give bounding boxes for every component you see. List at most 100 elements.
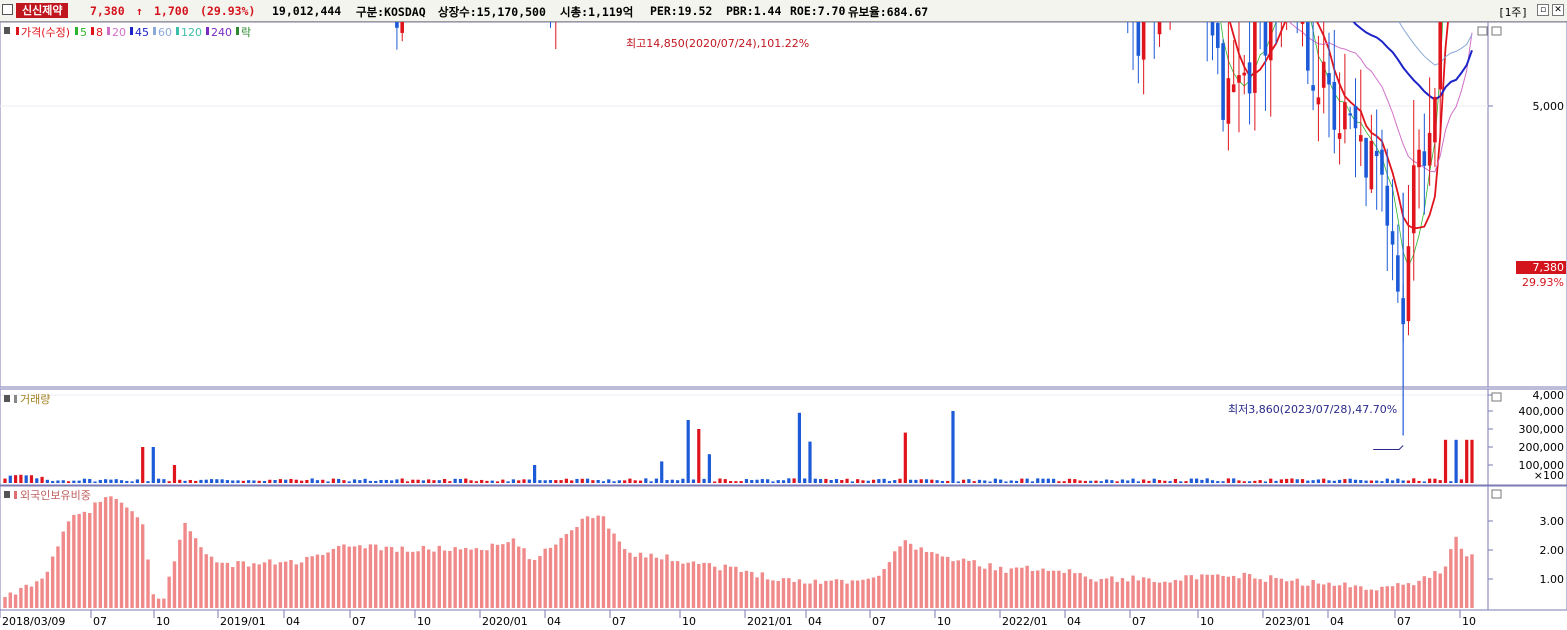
- foreign-holding-bar: [1327, 582, 1331, 608]
- volume-bar: [347, 481, 351, 483]
- volume-bar: [146, 481, 150, 483]
- date-tick-label: 04: [1067, 615, 1081, 628]
- foreign-holding-bar: [1396, 583, 1400, 608]
- candle-body: [1136, 22, 1141, 56]
- foreign-holding-bar: [1470, 554, 1474, 608]
- foreign-holding-bar: [818, 583, 823, 608]
- panel-menu-icon[interactable]: [4, 27, 10, 34]
- volume-bar: [1258, 480, 1262, 483]
- foreign-holding-bar: [1417, 580, 1421, 608]
- volume-bar: [167, 481, 171, 483]
- selection-checkbox[interactable]: [2, 4, 13, 15]
- foreign-holding-bar: [1231, 575, 1236, 608]
- volume-bar: [1115, 481, 1119, 483]
- price-panel[interactable]: 4,0005,0006,0007,0008,0009,00010,00011,0…: [0, 22, 1567, 450]
- foreign-holding-bar: [1438, 573, 1442, 608]
- candle-body: [1263, 22, 1268, 56]
- volume-bar: [273, 479, 277, 483]
- foreign-holding-bar: [697, 564, 701, 608]
- period-selector[interactable]: [1주]: [1498, 6, 1528, 19]
- foreign-holding-axis: 1.00 2.00 3.00: [1488, 515, 1564, 586]
- date-tick-label: 2023/01: [1265, 615, 1311, 628]
- foreign-holding-bar: [289, 559, 293, 608]
- foreign-holding-bar: [548, 547, 553, 608]
- foreign-holding-bar: [442, 550, 447, 608]
- foreign-holding-bar: [336, 545, 341, 608]
- volume-bar: [1406, 480, 1411, 483]
- candle-body: [1427, 132, 1432, 166]
- volume-bar: [1343, 479, 1347, 483]
- volume-tick-label: 300,000: [1519, 423, 1565, 436]
- candle-body: [1385, 185, 1390, 226]
- volume-bar: [903, 432, 907, 483]
- foreign-holding-bar: [617, 541, 622, 608]
- volume-bar: [432, 480, 436, 483]
- foreign-holding-bar: [866, 578, 870, 608]
- volume-bar: [797, 412, 802, 483]
- candle-body: [1210, 22, 1215, 36]
- candle-body: [1438, 22, 1443, 90]
- candle-body: [1253, 22, 1257, 93]
- foreign-holding-bar: [824, 580, 828, 608]
- foreign-holding-bar: [24, 584, 28, 608]
- volume-bar: [437, 480, 441, 483]
- foreign-holding-bar: [1152, 581, 1156, 608]
- foreign-holding-bar: [1030, 571, 1035, 608]
- volume-bar: [1237, 480, 1241, 483]
- volume-bar: [1052, 478, 1056, 483]
- volume-bar: [40, 476, 44, 483]
- volume-bar: [1179, 481, 1183, 483]
- foreign-holding-panel[interactable]: 외국인보유비중 1.00 2.00 3.00: [0, 485, 1567, 611]
- foreign-holding-bar: [755, 577, 759, 608]
- volume-bar: [405, 481, 410, 483]
- panel-close-icon[interactable]: [1491, 392, 1502, 402]
- foreign-holding-bar: [93, 502, 97, 608]
- foreign-holding-bar: [622, 549, 627, 608]
- foreign-holding-bar: [1221, 575, 1225, 608]
- stock-chart[interactable]: 4,0005,0006,0007,0008,0009,00010,00011,0…: [0, 22, 1567, 630]
- volume-bar: [1110, 480, 1114, 483]
- foreign-holding-bar: [321, 555, 325, 608]
- listed-shares: 상장수:15,170,500: [438, 5, 546, 19]
- volume-bar: [893, 480, 897, 483]
- volume-bar: [1327, 480, 1331, 483]
- volume-bar: [633, 480, 637, 483]
- panel-menu-icon[interactable]: [4, 395, 10, 402]
- foreign-holding-bar: [559, 537, 563, 608]
- volume-bar: [538, 480, 542, 483]
- candle-body: [1215, 23, 1220, 48]
- stock-name[interactable]: 신신제약: [16, 3, 69, 18]
- candle-body: [1343, 102, 1347, 130]
- panel-menu-icon[interactable]: [1491, 26, 1502, 36]
- volume-bar: [575, 478, 579, 483]
- candle-body: [1231, 84, 1236, 93]
- volume-bar: [1067, 478, 1072, 483]
- volume-bar: [548, 480, 553, 483]
- volume-bar: [1422, 481, 1426, 483]
- volume-bar: [824, 478, 828, 483]
- volume-bar: [294, 479, 298, 483]
- volume-bar: [1120, 479, 1125, 483]
- panel-resize-icon[interactable]: [1477, 26, 1488, 36]
- volume-bar: [1205, 478, 1209, 483]
- volume-bar: [1200, 479, 1204, 483]
- panel-menu-icon[interactable]: [4, 491, 10, 498]
- volume-bar: [686, 420, 690, 483]
- foreign-holding-bar: [1131, 575, 1135, 608]
- volume-panel[interactable]: 거래량 100,000 200,000 300,000 400,000 ×100: [0, 388, 1567, 486]
- volume-bar: [787, 478, 791, 483]
- close-icon[interactable]: ✕: [1552, 4, 1564, 16]
- minimize-icon[interactable]: ▫: [1537, 4, 1549, 16]
- candle-body: [400, 22, 405, 33]
- candle-body: [1390, 231, 1395, 245]
- volume-bar: [1142, 479, 1146, 483]
- foreign-holding-bar: [660, 559, 664, 608]
- foreign-holding-bar: [511, 538, 516, 608]
- foreign-holding-bar: [315, 554, 320, 608]
- candle-body: [1337, 133, 1342, 139]
- foreign-holding-bar: [479, 549, 484, 608]
- volume-bar: [1157, 480, 1162, 483]
- panel-close-icon[interactable]: [1491, 489, 1502, 499]
- volume-bar: [914, 479, 918, 483]
- foreign-holding-bar: [977, 566, 982, 608]
